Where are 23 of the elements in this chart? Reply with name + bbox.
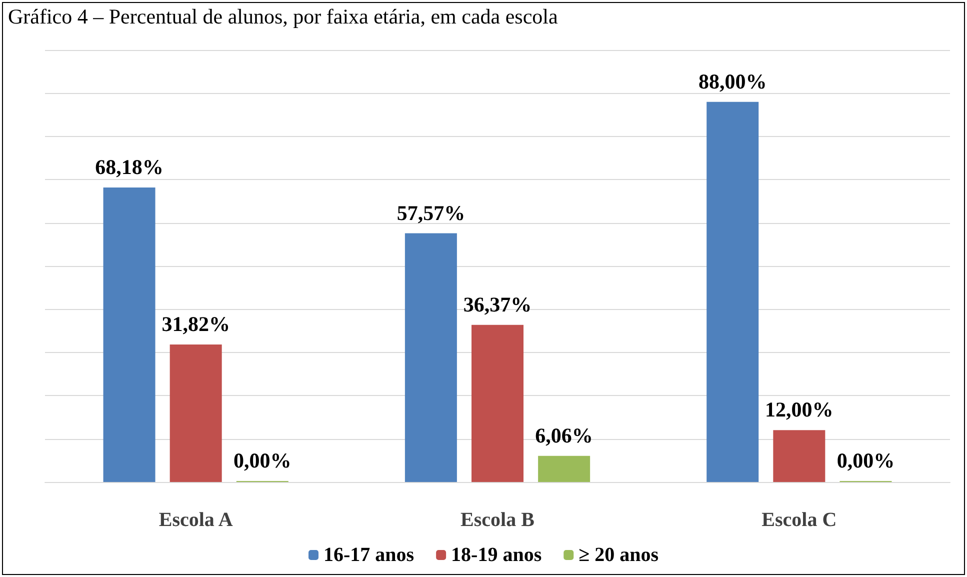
bar: [103, 187, 156, 482]
bar: [472, 324, 524, 482]
x-tick-label: Escola C: [762, 509, 837, 531]
bar: [773, 430, 826, 482]
data-label: 0,00%: [836, 448, 895, 472]
legend-label: 16-17 anos: [323, 544, 414, 566]
data-label: 68,18%: [95, 154, 164, 179]
data-label: 6,06%: [535, 423, 593, 448]
data-label: 0,00%: [234, 448, 292, 472]
data-label: 36,37%: [463, 292, 532, 316]
legend-label: ≥ 20 anos: [578, 544, 659, 566]
x-tick-label: Escola B: [460, 509, 534, 531]
bar: [404, 233, 457, 482]
bar: [706, 102, 759, 482]
data-label: 31,82%: [162, 312, 230, 336]
x-tick-label: Escola A: [158, 509, 234, 531]
bar: [538, 456, 590, 482]
data-label: 57,57%: [396, 200, 466, 225]
data-label: 12,00%: [765, 398, 834, 422]
chart-title: Gráfico 4 – Percentual de alunos, por faixa etária, em cada escola: [8, 4, 559, 28]
legend-label: 18-19 anos: [451, 544, 542, 566]
data-label: 88,00%: [698, 69, 767, 94]
bar: [170, 344, 222, 482]
